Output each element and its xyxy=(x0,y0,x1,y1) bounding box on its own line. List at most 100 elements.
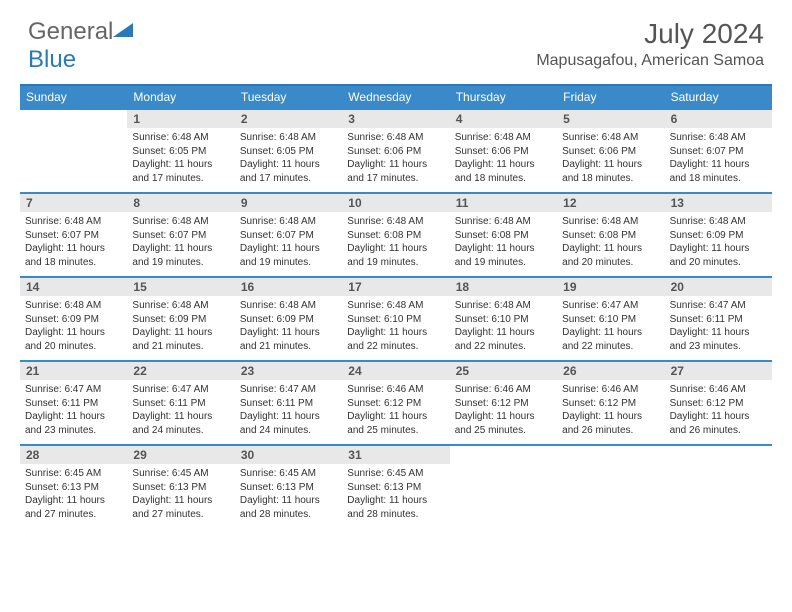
day-detail-line: Sunset: 6:06 PM xyxy=(455,145,552,159)
day-detail-line: Sunset: 6:07 PM xyxy=(132,229,229,243)
day-detail-line: Sunset: 6:09 PM xyxy=(25,313,122,327)
day-details: Sunrise: 6:48 AMSunset: 6:07 PMDaylight:… xyxy=(127,212,234,272)
day-number: 2 xyxy=(235,110,342,128)
day-cell xyxy=(450,446,557,528)
weekday-header: Tuesday xyxy=(235,86,342,108)
day-detail-line: Sunset: 6:13 PM xyxy=(240,481,337,495)
day-detail-line: Sunset: 6:13 PM xyxy=(132,481,229,495)
day-cell: 13Sunrise: 6:48 AMSunset: 6:09 PMDayligh… xyxy=(665,194,772,276)
day-detail-line: Sunrise: 6:48 AM xyxy=(455,131,552,145)
day-detail-line: Daylight: 11 hours and 18 minutes. xyxy=(670,158,767,185)
day-detail-line: Sunset: 6:11 PM xyxy=(670,313,767,327)
day-number: 21 xyxy=(20,362,127,380)
day-details xyxy=(20,114,127,120)
day-number: 6 xyxy=(665,110,772,128)
day-details: Sunrise: 6:48 AMSunset: 6:07 PMDaylight:… xyxy=(20,212,127,272)
day-number: 27 xyxy=(665,362,772,380)
day-cell: 23Sunrise: 6:47 AMSunset: 6:11 PMDayligh… xyxy=(235,362,342,444)
page-title: July 2024 xyxy=(536,18,764,50)
day-detail-line: Sunrise: 6:48 AM xyxy=(132,131,229,145)
day-detail-line: Daylight: 11 hours and 23 minutes. xyxy=(25,410,122,437)
day-detail-line: Sunset: 6:13 PM xyxy=(25,481,122,495)
day-details: Sunrise: 6:45 AMSunset: 6:13 PMDaylight:… xyxy=(235,464,342,524)
day-cell xyxy=(557,446,664,528)
day-number: 26 xyxy=(557,362,664,380)
day-detail-line: Sunrise: 6:48 AM xyxy=(562,215,659,229)
day-detail-line: Sunrise: 6:48 AM xyxy=(347,215,444,229)
weekday-header: Friday xyxy=(557,86,664,108)
day-detail-line: Sunrise: 6:48 AM xyxy=(132,299,229,313)
day-number: 5 xyxy=(557,110,664,128)
day-details xyxy=(557,450,664,456)
day-details: Sunrise: 6:48 AMSunset: 6:10 PMDaylight:… xyxy=(342,296,449,356)
day-detail-line: Sunset: 6:05 PM xyxy=(132,145,229,159)
day-detail-line: Daylight: 11 hours and 23 minutes. xyxy=(670,326,767,353)
day-detail-line: Daylight: 11 hours and 17 minutes. xyxy=(347,158,444,185)
day-details: Sunrise: 6:46 AMSunset: 6:12 PMDaylight:… xyxy=(665,380,772,440)
day-detail-line: Daylight: 11 hours and 24 minutes. xyxy=(132,410,229,437)
day-cell xyxy=(20,110,127,192)
day-detail-line: Sunset: 6:12 PM xyxy=(670,397,767,411)
week-row: 7Sunrise: 6:48 AMSunset: 6:07 PMDaylight… xyxy=(20,192,772,276)
day-details: Sunrise: 6:48 AMSunset: 6:07 PMDaylight:… xyxy=(235,212,342,272)
day-detail-line: Daylight: 11 hours and 18 minutes. xyxy=(562,158,659,185)
day-detail-line: Sunrise: 6:48 AM xyxy=(670,131,767,145)
weeks-container: 1Sunrise: 6:48 AMSunset: 6:05 PMDaylight… xyxy=(20,108,772,528)
day-number: 8 xyxy=(127,194,234,212)
day-detail-line: Sunset: 6:05 PM xyxy=(240,145,337,159)
day-cell: 28Sunrise: 6:45 AMSunset: 6:13 PMDayligh… xyxy=(20,446,127,528)
day-details: Sunrise: 6:47 AMSunset: 6:11 PMDaylight:… xyxy=(665,296,772,356)
day-details: Sunrise: 6:48 AMSunset: 6:08 PMDaylight:… xyxy=(450,212,557,272)
day-detail-line: Sunset: 6:08 PM xyxy=(562,229,659,243)
day-detail-line: Sunrise: 6:48 AM xyxy=(562,131,659,145)
day-cell: 7Sunrise: 6:48 AMSunset: 6:07 PMDaylight… xyxy=(20,194,127,276)
day-detail-line: Daylight: 11 hours and 21 minutes. xyxy=(240,326,337,353)
day-detail-line: Sunrise: 6:46 AM xyxy=(455,383,552,397)
day-number: 16 xyxy=(235,278,342,296)
day-number: 17 xyxy=(342,278,449,296)
day-number: 23 xyxy=(235,362,342,380)
day-detail-line: Sunrise: 6:45 AM xyxy=(240,467,337,481)
day-detail-line: Sunset: 6:09 PM xyxy=(132,313,229,327)
day-detail-line: Sunrise: 6:48 AM xyxy=(240,131,337,145)
day-number: 10 xyxy=(342,194,449,212)
week-row: 1Sunrise: 6:48 AMSunset: 6:05 PMDaylight… xyxy=(20,108,772,192)
day-number: 24 xyxy=(342,362,449,380)
day-details: Sunrise: 6:48 AMSunset: 6:09 PMDaylight:… xyxy=(127,296,234,356)
day-detail-line: Daylight: 11 hours and 17 minutes. xyxy=(240,158,337,185)
day-detail-line: Daylight: 11 hours and 18 minutes. xyxy=(455,158,552,185)
day-details: Sunrise: 6:45 AMSunset: 6:13 PMDaylight:… xyxy=(342,464,449,524)
day-number: 1 xyxy=(127,110,234,128)
day-details: Sunrise: 6:45 AMSunset: 6:13 PMDaylight:… xyxy=(127,464,234,524)
day-number: 4 xyxy=(450,110,557,128)
day-detail-line: Sunset: 6:12 PM xyxy=(347,397,444,411)
day-detail-line: Daylight: 11 hours and 19 minutes. xyxy=(455,242,552,269)
day-detail-line: Sunset: 6:10 PM xyxy=(455,313,552,327)
day-detail-line: Sunrise: 6:46 AM xyxy=(347,383,444,397)
day-detail-line: Sunrise: 6:48 AM xyxy=(455,215,552,229)
day-details: Sunrise: 6:48 AMSunset: 6:06 PMDaylight:… xyxy=(557,128,664,188)
day-detail-line: Daylight: 11 hours and 22 minutes. xyxy=(347,326,444,353)
day-detail-line: Daylight: 11 hours and 20 minutes. xyxy=(670,242,767,269)
day-number: 25 xyxy=(450,362,557,380)
day-detail-line: Sunset: 6:12 PM xyxy=(562,397,659,411)
day-detail-line: Daylight: 11 hours and 19 minutes. xyxy=(240,242,337,269)
day-detail-line: Daylight: 11 hours and 22 minutes. xyxy=(455,326,552,353)
day-cell: 22Sunrise: 6:47 AMSunset: 6:11 PMDayligh… xyxy=(127,362,234,444)
day-detail-line: Sunset: 6:08 PM xyxy=(455,229,552,243)
day-cell: 10Sunrise: 6:48 AMSunset: 6:08 PMDayligh… xyxy=(342,194,449,276)
day-detail-line: Sunrise: 6:45 AM xyxy=(132,467,229,481)
day-detail-line: Daylight: 11 hours and 19 minutes. xyxy=(132,242,229,269)
day-cell: 4Sunrise: 6:48 AMSunset: 6:06 PMDaylight… xyxy=(450,110,557,192)
day-detail-line: Sunrise: 6:47 AM xyxy=(132,383,229,397)
day-number: 15 xyxy=(127,278,234,296)
day-cell: 18Sunrise: 6:48 AMSunset: 6:10 PMDayligh… xyxy=(450,278,557,360)
day-cell: 21Sunrise: 6:47 AMSunset: 6:11 PMDayligh… xyxy=(20,362,127,444)
day-detail-line: Sunset: 6:07 PM xyxy=(25,229,122,243)
day-number: 22 xyxy=(127,362,234,380)
day-cell: 3Sunrise: 6:48 AMSunset: 6:06 PMDaylight… xyxy=(342,110,449,192)
day-detail-line: Sunrise: 6:48 AM xyxy=(670,215,767,229)
day-cell: 8Sunrise: 6:48 AMSunset: 6:07 PMDaylight… xyxy=(127,194,234,276)
day-detail-line: Sunset: 6:12 PM xyxy=(455,397,552,411)
day-details: Sunrise: 6:48 AMSunset: 6:06 PMDaylight:… xyxy=(450,128,557,188)
